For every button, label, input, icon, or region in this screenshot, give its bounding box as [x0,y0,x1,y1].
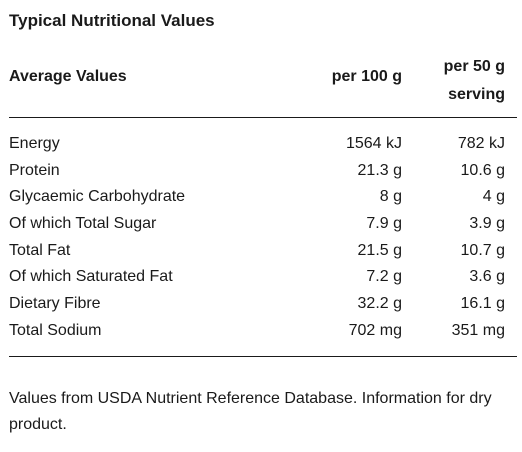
header-per-serving-line2: serving [448,86,505,103]
nutrient-name: Of which Total Sugar [9,215,157,233]
nutrition-table-body: Energy 1564 kJ 782 kJ Protein 21.3 g 10.… [0,131,522,345]
value-per-100g: 21.5 g [357,241,402,259]
table-row: Total Sodium 702 mg 351 mg [0,318,522,345]
header-per-serving-line1: per 50 g [443,58,505,75]
nutrient-name: Total Fat [9,241,71,259]
header-per-serving: per 50 g serving [444,53,505,109]
value-per-serving: 3.9 g [469,215,505,233]
source-footnote: Values from USDA Nutrient Reference Data… [9,390,492,433]
nutrient-name: Energy [9,135,60,152]
table-top-divider [9,117,517,118]
nutrient-name: Glycaemic Carbohydrate [9,188,186,206]
value-per-serving: 3.6 g [469,268,505,286]
value-per-100g: 702 mg [348,321,402,339]
value-per-100g: 21.3 g [357,161,402,179]
value-per-serving: 10.7 g [460,241,505,259]
header-per-100g: per 100 g [331,68,402,85]
table-row: Protein 21.3 g 10.6 g [0,158,522,185]
nutrient-name: Of which Saturated Fat [9,268,173,286]
value-per-serving: 4 g [482,188,505,206]
value-per-serving: 351 mg [451,321,505,339]
table-row: Of which Saturated Fat 7.2 g 3.6 g [0,264,522,291]
value-per-100g: 8 g [379,188,402,206]
table-row: Of which Total Sugar 7.9 g 3.9 g [0,211,522,238]
table-row: Energy 1564 kJ 782 kJ [0,131,522,158]
value-per-100g: 32.2 g [357,295,402,313]
table-row: Glycaemic Carbohydrate 8 g 4 g [0,184,522,211]
value-per-serving: 10.6 g [460,161,505,179]
nutrient-name: Total Sodium [9,321,102,339]
table-row: Total Fat 21.5 g 10.7 g [0,238,522,265]
table-row: Dietary Fibre 32.2 g 16.1 g [0,291,522,318]
header-average-values: Average Values [9,68,127,85]
value-per-100g: 7.9 g [366,215,402,233]
table-bottom-divider [9,356,517,357]
nutrient-name: Dietary Fibre [9,295,101,313]
value-per-serving: 16.1 g [460,295,505,313]
value-per-100g: 7.2 g [366,268,402,286]
nutrient-name: Protein [9,161,60,179]
value-per-serving: 782 kJ [457,135,505,152]
value-per-100g: 1564 kJ [345,135,402,152]
panel-title: Typical Nutritional Values [9,11,215,30]
